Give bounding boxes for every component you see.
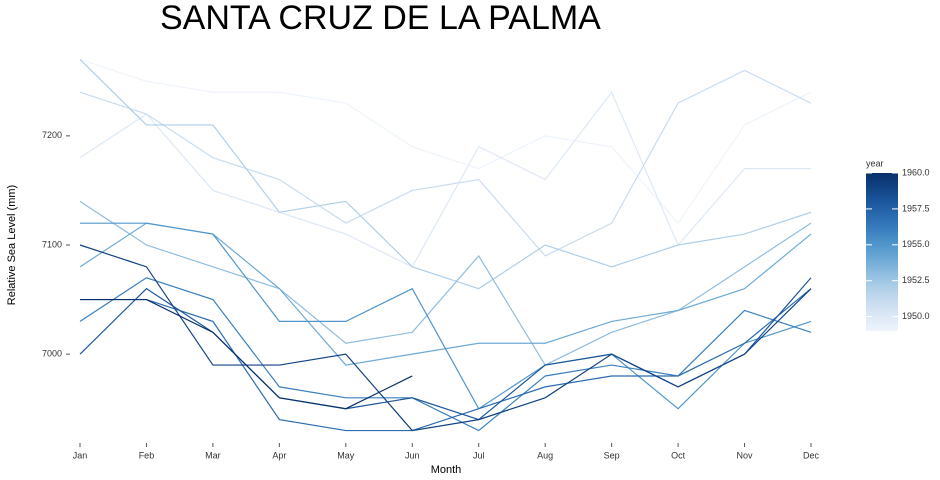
series-line [79, 58, 812, 225]
series-line [79, 200, 812, 366]
series-line [79, 59, 812, 290]
x-tick-label: Nov [737, 450, 754, 460]
colorbar-label: 1955.0 [902, 239, 930, 249]
colorbar [866, 173, 898, 331]
colorbar-label: 1952.5 [902, 275, 930, 285]
series-line [79, 91, 811, 268]
colorbar-label: 1960.0 [902, 167, 930, 177]
series-line [79, 244, 812, 432]
x-tick-label: Feb [139, 450, 155, 460]
y-tick-label: 7200 [42, 130, 62, 140]
x-tick-label: Jun [405, 450, 420, 460]
x-tick-label: Sep [604, 450, 620, 460]
colorbar-label: 1950.0 [902, 311, 930, 321]
y-axis-title: Relative Sea Level (mm) [6, 185, 18, 305]
x-axis-title: Month [431, 464, 462, 476]
x-tick-label: Jul [473, 450, 485, 460]
x-tick-label: Apr [272, 450, 286, 460]
colorbar-label: 1957.5 [902, 203, 930, 213]
x-tick-label: Aug [537, 450, 553, 460]
series-line [79, 277, 812, 432]
x-tick-label: Mar [205, 450, 221, 460]
y-tick-label: 7000 [42, 349, 62, 359]
series-line [79, 69, 812, 257]
series-line [80, 222, 812, 410]
x-tick-label: May [337, 450, 355, 460]
x-tick-label: Oct [671, 450, 686, 460]
series-line [80, 288, 812, 432]
chart-title: SANTA CRUZ DE LA PALMA [160, 0, 601, 37]
x-tick-label: Dec [803, 450, 820, 460]
legend-title: year [866, 158, 884, 168]
series-line [80, 298, 413, 410]
y-tick-label: 7100 [42, 239, 62, 249]
x-tick-label: Jan [73, 450, 88, 460]
